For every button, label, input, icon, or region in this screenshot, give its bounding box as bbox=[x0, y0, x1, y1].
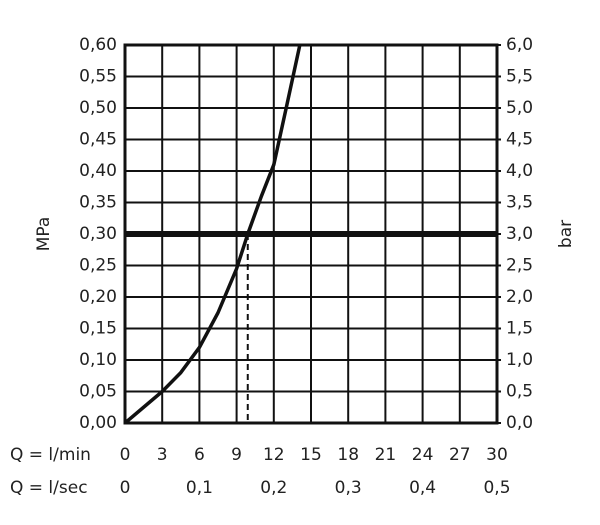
y2-tick-label: 2,5 bbox=[506, 256, 533, 276]
y2-tick-label: 4,5 bbox=[506, 130, 533, 150]
x2-row-label: Q = l/sec bbox=[10, 478, 88, 498]
x2-tick-label: 0,1 bbox=[186, 478, 213, 498]
y-tick-label: 0,05 bbox=[79, 382, 117, 402]
y2-axis-label: bar bbox=[556, 220, 576, 248]
y2-tick-label: 3,0 bbox=[506, 224, 533, 244]
y2-tick-label: 6,0 bbox=[506, 35, 533, 55]
x-tick-label: 15 bbox=[300, 445, 322, 465]
x-tick-label: 3 bbox=[157, 445, 168, 465]
x-tick-label: 9 bbox=[231, 445, 242, 465]
y2-tick-label: 5,5 bbox=[506, 67, 533, 87]
x2-tick-label: 0,5 bbox=[483, 478, 510, 498]
x2-tick-label: 0,2 bbox=[260, 478, 287, 498]
y2-tick-label: 1,5 bbox=[506, 319, 533, 339]
y2-tick-label: 0,5 bbox=[506, 382, 533, 402]
x2-tick-label: 0,3 bbox=[335, 478, 362, 498]
y-tick-label: 0,60 bbox=[79, 35, 117, 55]
y-tick-label: 0,40 bbox=[79, 161, 117, 181]
x-tick-label: 12 bbox=[263, 445, 285, 465]
x-tick-label: 21 bbox=[375, 445, 397, 465]
y2-tick-label: 1,0 bbox=[506, 350, 533, 370]
y2-tick-label: 5,0 bbox=[506, 98, 533, 118]
y-tick-label: 0,10 bbox=[79, 350, 117, 370]
y-tick-label: 0,00 bbox=[79, 413, 117, 433]
y-tick-label: 0,35 bbox=[79, 193, 117, 213]
x-tick-label: 6 bbox=[194, 445, 205, 465]
x2-tick-label: 0,4 bbox=[409, 478, 436, 498]
y-tick-label: 0,25 bbox=[79, 256, 117, 276]
y2-tick-label: 0,0 bbox=[506, 413, 533, 433]
y2-tick-label: 2,0 bbox=[506, 287, 533, 307]
y-tick-label: 0,50 bbox=[79, 98, 117, 118]
y2-tick-label: 3,5 bbox=[506, 193, 533, 213]
y-tick-label: 0,15 bbox=[79, 319, 117, 339]
x-tick-label: 18 bbox=[337, 445, 359, 465]
y-tick-label: 0,20 bbox=[79, 287, 117, 307]
y-tick-label: 0,55 bbox=[79, 67, 117, 87]
x-tick-label: 27 bbox=[449, 445, 471, 465]
x-tick-label: 24 bbox=[412, 445, 434, 465]
x-tick-label: 30 bbox=[486, 445, 508, 465]
y-axis-label: MPa bbox=[34, 217, 54, 252]
x-row-label: Q = l/min bbox=[10, 445, 91, 465]
y2-tick-label: 4,0 bbox=[506, 161, 533, 181]
y-tick-label: 0,45 bbox=[79, 130, 117, 150]
y-tick-label: 0,30 bbox=[79, 224, 117, 244]
x-tick-label: 0 bbox=[120, 445, 131, 465]
curve bbox=[123, 44, 302, 425]
x2-tick-label: 0 bbox=[120, 478, 131, 498]
